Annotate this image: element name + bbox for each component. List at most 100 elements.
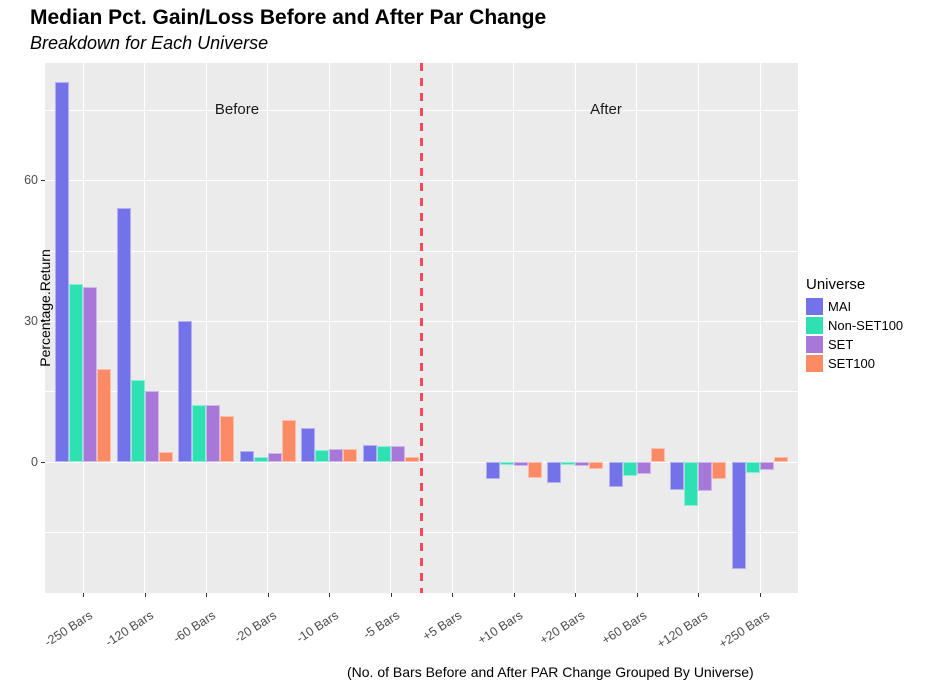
y-tick-label: 30: [24, 313, 38, 328]
x-tick-mark: [452, 593, 454, 597]
bar-set--20-bars: [267, 453, 282, 462]
bar-set100-+10-bars: [527, 461, 542, 479]
legend-items: MAI Non-SET100 SET SET100: [806, 298, 903, 372]
x-tick-mark: [329, 593, 331, 597]
bar-mai-+120-bars: [670, 461, 685, 491]
x-tick-label: +250 Bars: [716, 608, 772, 652]
before-after-divider: [420, 63, 423, 593]
bar-mai-+20-bars: [547, 461, 562, 483]
bar-mai--60-bars: [178, 320, 193, 462]
x-tick-mark: [575, 593, 577, 597]
bar-set-+250-bars: [760, 461, 774, 471]
bar-set100-+120-bars: [712, 461, 727, 479]
x-tick-mark: [698, 593, 700, 597]
bar-mai-+250-bars: [732, 461, 746, 569]
bar-set100--10-bars: [343, 449, 358, 462]
bar-mai--10-bars: [301, 427, 316, 462]
legend-item-set100: SET100: [806, 355, 903, 372]
bar-set--10-bars: [329, 449, 344, 462]
bar-non-set100--250-bars: [69, 284, 83, 462]
legend-label: Non-SET100: [828, 318, 904, 333]
bar-mai--120-bars: [116, 208, 131, 462]
bar-non-set100--60-bars: [192, 405, 207, 462]
x-tick-mark: [513, 593, 515, 597]
category-gridline: [267, 63, 269, 593]
legend-item-non-set100: Non-SET100: [806, 317, 903, 334]
bar-mai--20-bars: [239, 450, 254, 462]
x-tick-mark: [636, 593, 638, 597]
x-tick-label: +10 Bars: [475, 608, 526, 648]
bar-set100--60-bars: [220, 415, 235, 462]
bar-non-set100--20-bars: [253, 456, 268, 462]
y-tick-label: 0: [31, 454, 38, 469]
x-tick-label: -10 Bars: [293, 608, 341, 646]
x-tick-label: +120 Bars: [654, 608, 711, 652]
bar-non-set100-+10-bars: [499, 461, 514, 466]
plot-panel: Before After: [45, 63, 798, 593]
legend: Universe MAI Non-SET100 SET SET100: [806, 276, 903, 374]
bar-mai--5-bars: [362, 445, 377, 462]
x-tick-mark: [83, 593, 84, 597]
x-tick-label: -250 Bars: [41, 608, 95, 650]
bar-set100--20-bars: [281, 419, 296, 462]
legend-item-set: SET: [806, 336, 903, 353]
x-tick-label: -20 Bars: [232, 608, 280, 646]
category-gridline: [451, 63, 453, 593]
category-gridline: [697, 63, 699, 593]
legend-swatch-non-set100: [806, 317, 823, 334]
x-tick-label: +60 Bars: [598, 608, 649, 648]
bar-set--60-bars: [206, 405, 221, 462]
legend-swatch-set: [806, 336, 823, 353]
x-tick-mark: [760, 593, 761, 597]
chart-title: Median Pct. Gain/Loss Before and After P…: [30, 6, 547, 29]
legend-swatch-mai: [806, 298, 823, 315]
x-tick-mark: [267, 593, 269, 597]
chart-subtitle: Breakdown for Each Universe: [30, 33, 269, 53]
bar-non-set100-+120-bars: [684, 461, 699, 507]
category-gridline: [328, 63, 330, 593]
category-gridline: [759, 63, 761, 593]
category-gridline: [205, 63, 207, 593]
bar-set-+10-bars: [513, 461, 528, 467]
legend-label: SET100: [828, 356, 875, 371]
x-tick-mark: [144, 593, 146, 597]
bar-non-set100-+60-bars: [622, 461, 637, 477]
bar-mai-+10-bars: [485, 461, 500, 480]
bar-mai-+60-bars: [608, 461, 623, 488]
bar-set100--120-bars: [158, 451, 173, 462]
x-tick-label: -60 Bars: [170, 608, 218, 646]
legend-item-mai: MAI: [806, 298, 903, 315]
x-tick-label: +20 Bars: [537, 608, 588, 648]
y-tick-mark: [41, 320, 45, 322]
legend-swatch-set100: [806, 355, 823, 372]
chart-caption: (No. of Bars Before and After PAR Change…: [347, 664, 754, 680]
legend-title: Universe: [806, 276, 866, 293]
category-gridline: [513, 63, 515, 593]
category-gridline: [144, 63, 146, 593]
category-gridline: [636, 63, 638, 593]
bar-set-+60-bars: [636, 461, 651, 474]
bar-set100--250-bars: [97, 368, 111, 462]
bar-set--5-bars: [390, 446, 405, 462]
y-tick-label: 60: [24, 173, 38, 188]
x-tick-mark: [390, 593, 392, 597]
bar-non-set100-+250-bars: [746, 461, 760, 473]
bar-set-+120-bars: [698, 461, 713, 491]
legend-label: MAI: [828, 299, 852, 314]
bar-set-+20-bars: [575, 461, 590, 467]
bar-non-set100--120-bars: [130, 380, 145, 462]
category-gridline: [574, 63, 576, 593]
bar-set100-+60-bars: [650, 447, 665, 462]
bar-non-set100--5-bars: [376, 446, 391, 462]
x-tick-label: +5 Bars: [420, 608, 465, 644]
bar-non-set100-+20-bars: [561, 461, 576, 466]
y-axis-title: Percentage.Return: [36, 249, 53, 367]
bar-set100--5-bars: [404, 457, 419, 462]
y-tick-mark: [41, 180, 45, 182]
x-tick-label: -120 Bars: [103, 608, 157, 650]
bar-set--120-bars: [144, 391, 159, 462]
bar-set100-+250-bars: [774, 456, 788, 462]
category-gridline: [390, 63, 392, 593]
legend-label: SET: [828, 337, 854, 352]
x-tick-label: -5 Bars: [361, 608, 403, 642]
